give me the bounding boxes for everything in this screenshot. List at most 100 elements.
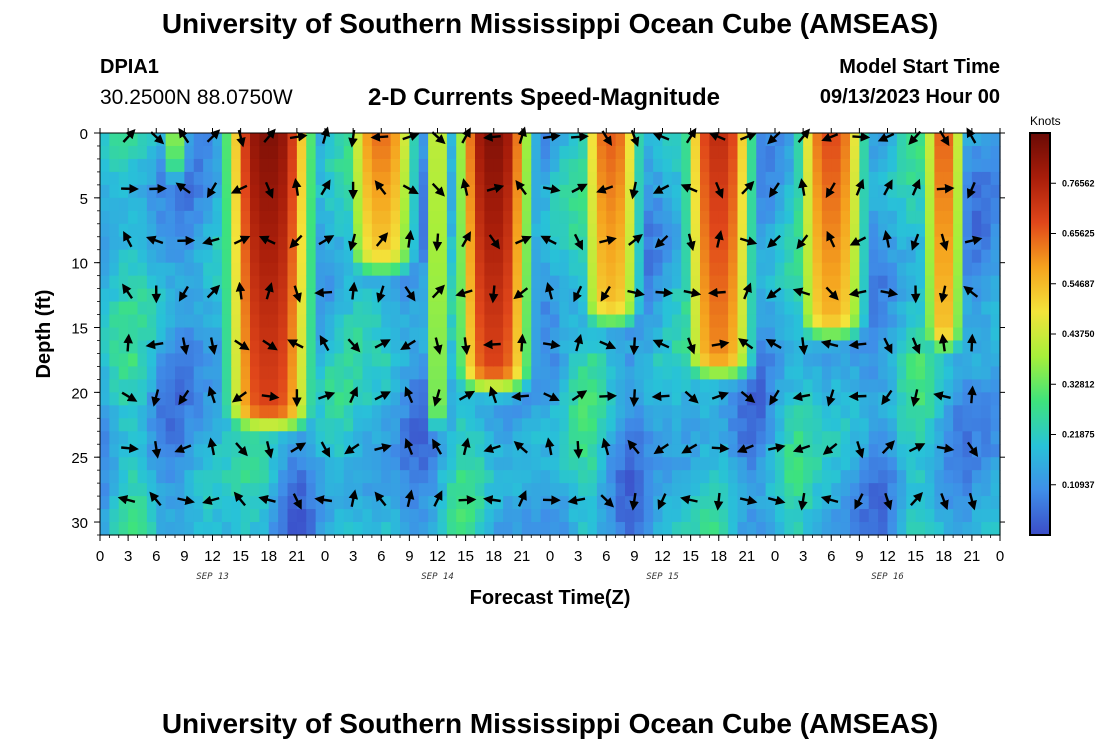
- heatmap-cell: [671, 522, 682, 536]
- heatmap-cell: [690, 379, 701, 393]
- heatmap-cell: [128, 184, 139, 199]
- heatmap-cell: [381, 418, 392, 432]
- heatmap-cell: [118, 262, 129, 277]
- heatmap-cell: [840, 184, 851, 199]
- heatmap-cell: [615, 145, 626, 160]
- x-tick-label: 21: [739, 548, 756, 565]
- current-arrow: [822, 442, 838, 455]
- current-arrow: [629, 337, 640, 356]
- heatmap-cell: [559, 431, 570, 445]
- heatmap-cell: [934, 145, 945, 160]
- heatmap-cell: [821, 457, 832, 471]
- heatmap-cell: [971, 431, 982, 445]
- heatmap-cell: [981, 210, 992, 225]
- current-arrow: [482, 495, 501, 505]
- heatmap-cell: [296, 184, 307, 199]
- heatmap-cell: [437, 418, 448, 432]
- heatmap-cell: [428, 353, 439, 368]
- heatmap-cell: [859, 262, 870, 277]
- heatmap-cell: [325, 405, 335, 419]
- heatmap-cell: [596, 210, 607, 225]
- heatmap-cell: [681, 457, 692, 471]
- heatmap-cell: [456, 275, 467, 290]
- heatmap-cell: [615, 522, 626, 536]
- heatmap-cell: [587, 483, 598, 497]
- heatmap-cell: [625, 301, 635, 316]
- heatmap-cell: [456, 210, 467, 225]
- heatmap-cell: [418, 340, 429, 355]
- heatmap-cell: [465, 197, 476, 212]
- heatmap-cell: [962, 171, 973, 186]
- heatmap-cell: [606, 158, 617, 173]
- heatmap-cell: [596, 223, 607, 238]
- heatmap-cell: [850, 275, 860, 290]
- heatmap-cell: [465, 236, 476, 251]
- heatmap-cell: [615, 262, 626, 277]
- heatmap-cell: [840, 314, 851, 329]
- heatmap-cell: [550, 405, 560, 419]
- heatmap-cell: [925, 288, 935, 303]
- current-arrow: [374, 391, 391, 401]
- heatmap-cell: [221, 483, 232, 497]
- heatmap-cell: [662, 418, 673, 432]
- heatmap-cell: [728, 223, 739, 238]
- heatmap-cell: [925, 470, 935, 484]
- heatmap-cell: [634, 379, 645, 393]
- heatmap-cell: [465, 483, 476, 497]
- heatmap-cell: [568, 509, 579, 523]
- heatmap-cell: [943, 314, 954, 329]
- heatmap-cell: [756, 197, 767, 212]
- current-arrow: [292, 285, 302, 303]
- heatmap-cell: [662, 522, 673, 536]
- heatmap-cell: [409, 145, 420, 160]
- heatmap-cell: [156, 184, 167, 199]
- heatmap-cell: [109, 418, 120, 432]
- heatmap-cell: [521, 262, 532, 277]
- heatmap-cell: [212, 184, 223, 199]
- heatmap-cell: [278, 418, 289, 432]
- current-arrow: [825, 182, 836, 199]
- heatmap-cell: [962, 340, 973, 355]
- heatmap-cell: [906, 301, 917, 316]
- current-arrow: [264, 181, 274, 199]
- heatmap-cell: [831, 158, 842, 173]
- heatmap-cell: [803, 236, 814, 251]
- heatmap-cell: [634, 340, 645, 355]
- current-arrows: [117, 126, 983, 511]
- heatmap-cell: [746, 522, 757, 536]
- heatmap-cell: [690, 158, 701, 173]
- heatmap-cell: [100, 509, 110, 523]
- heatmap-cell: [146, 366, 157, 380]
- heatmap-cell: [925, 171, 935, 186]
- heatmap-cell: [690, 314, 701, 329]
- heatmap-cell: [540, 418, 551, 432]
- heatmap-cell: [306, 483, 317, 497]
- heatmap-cell: [390, 457, 401, 471]
- heatmap-cell: [193, 444, 204, 458]
- heatmap-cell: [100, 366, 110, 380]
- current-arrow: [652, 131, 670, 141]
- heatmap-cell: [625, 470, 635, 484]
- heatmap-cell: [193, 314, 204, 329]
- heatmap-cell: [840, 158, 851, 173]
- heatmap-cell: [503, 496, 514, 510]
- current-arrow: [792, 287, 811, 297]
- heatmap-cell: [878, 340, 889, 355]
- y-tick-label: 0: [80, 126, 88, 143]
- heatmap-cell: [756, 158, 767, 173]
- heatmap-cell: [109, 314, 120, 329]
- heatmap-cell: [578, 210, 589, 225]
- heatmap-cell: [943, 158, 954, 173]
- heatmap-cell: [934, 171, 945, 186]
- heatmap-cell: [381, 210, 392, 225]
- heatmap-cell: [109, 171, 120, 186]
- heatmap-cell: [775, 301, 785, 316]
- heatmap-cell: [165, 353, 176, 368]
- heatmap-cell: [146, 405, 157, 419]
- heatmap-cell: [962, 236, 973, 251]
- heatmap-cell: [343, 262, 354, 277]
- heatmap-cell: [850, 210, 860, 225]
- heatmap-cell: [250, 158, 260, 173]
- heatmap-cell: [268, 210, 279, 225]
- heatmap-cell: [962, 431, 973, 445]
